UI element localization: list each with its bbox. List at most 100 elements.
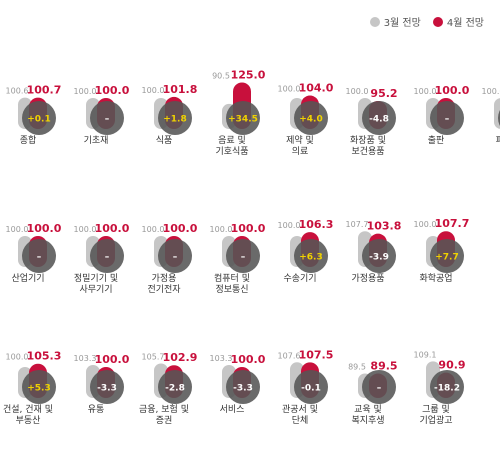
value-label-april: 100.0 xyxy=(231,222,266,235)
value-label-april: 125.0 xyxy=(231,69,266,82)
value-label-april: 100.0 xyxy=(95,353,130,366)
change-label: -2.8 xyxy=(165,384,185,394)
change-badge xyxy=(226,370,260,404)
change-label: +4.0 xyxy=(299,115,322,125)
category-label: 컴퓨터 및 정보통신 xyxy=(214,272,250,295)
change-label: +5.3 xyxy=(27,384,50,394)
value-label-march: 107.7 xyxy=(346,220,369,229)
change-badge xyxy=(430,239,464,273)
change-label: -3.3 xyxy=(97,384,117,394)
change-badge xyxy=(226,101,260,135)
value-label-march: 103.3 xyxy=(210,354,233,363)
change-label: – xyxy=(377,384,382,394)
legend-swatch-march xyxy=(369,16,380,27)
change-label: – xyxy=(445,115,450,125)
value-label-april: 107.5 xyxy=(299,348,334,361)
value-label-march: 100.0 xyxy=(142,225,165,234)
legend-label-march: 3월 전망 xyxy=(383,18,421,29)
value-label-april: 100.0 xyxy=(435,84,470,97)
category-label: 금융, 보험 및 증권 xyxy=(139,403,189,426)
change-label: – xyxy=(241,253,246,263)
change-label: -0.1 xyxy=(301,384,321,394)
change-label: – xyxy=(37,253,42,263)
value-label-march: 89.5 xyxy=(348,363,366,372)
category-label: 서비스 xyxy=(220,404,245,415)
legend: 3월 전망 4월 전망 xyxy=(369,14,484,29)
value-label-march: 90.5 xyxy=(212,72,230,81)
change-label: -3.3 xyxy=(233,384,253,394)
change-badge xyxy=(90,370,124,404)
value-label-march: 100.0 xyxy=(346,87,369,96)
value-label-march: 100.0 xyxy=(278,85,301,94)
category-label: 음료 및 기호식품 xyxy=(215,134,248,157)
change-label: +34.5 xyxy=(228,115,258,125)
change-badge xyxy=(158,239,192,273)
category-label: 정밀기기 및 사무기기 xyxy=(74,272,118,295)
category-label: 수송기기 xyxy=(283,273,316,284)
value-label-march: 100.0 xyxy=(74,87,97,96)
change-badge xyxy=(22,370,56,404)
value-label-march: 100.0 xyxy=(142,86,165,95)
category-label: 가정용품 xyxy=(351,273,384,284)
change-label: +1.8 xyxy=(163,115,186,125)
category-label: 종합 xyxy=(20,135,37,146)
change-badge xyxy=(158,101,192,135)
change-badge xyxy=(158,370,192,404)
legend-label-april: 4월 전망 xyxy=(446,18,484,29)
category-label: 유통 xyxy=(88,404,105,415)
value-label-april: 104.0 xyxy=(299,82,334,95)
category-label: 화장품 및 보건용품 xyxy=(350,134,386,157)
change-badge xyxy=(90,101,124,135)
category-label: 식품 xyxy=(156,135,173,146)
value-label-march: 109.1 xyxy=(414,350,437,359)
value-label-april: 100.7 xyxy=(27,84,62,97)
category-label: 그룹 및 기업광고 xyxy=(419,403,452,426)
value-label-march: 100.0 xyxy=(482,87,500,96)
value-label-march: 107.6 xyxy=(278,351,301,360)
value-label-april: 100.0 xyxy=(27,222,62,235)
legend-swatch-april xyxy=(432,16,443,27)
category-label: 관공서 및 단체 xyxy=(282,403,318,426)
value-label-april: 106.3 xyxy=(299,218,334,231)
category-label: 기초재 xyxy=(84,135,109,146)
value-label-april: 101.8 xyxy=(163,83,198,96)
change-badge xyxy=(362,239,396,273)
change-badge xyxy=(430,370,464,404)
change-badge xyxy=(226,239,260,273)
change-badge xyxy=(22,239,56,273)
value-label-march: 100.0 xyxy=(278,221,301,230)
change-label: -3.9 xyxy=(369,253,389,263)
value-label-march: 100.6 xyxy=(6,87,29,96)
change-badge xyxy=(362,101,396,135)
category-label: 제약 및 의료 xyxy=(286,134,314,157)
change-badge xyxy=(294,239,328,273)
legend-item-april: 4월 전망 xyxy=(432,14,484,29)
value-label-april: 100.0 xyxy=(95,222,130,235)
change-label: – xyxy=(105,115,110,125)
value-label-april: 105.3 xyxy=(27,350,62,363)
change-badge xyxy=(294,370,328,404)
change-label: -4.8 xyxy=(369,115,389,125)
value-label-april: 100.0 xyxy=(231,353,266,366)
value-label-march: 105.7 xyxy=(142,352,165,361)
change-label: +0.1 xyxy=(27,115,50,125)
change-badge xyxy=(22,101,56,135)
category-label: 화학공업 xyxy=(419,273,452,284)
change-label: -18.2 xyxy=(434,384,460,394)
legend-item-march: 3월 전망 xyxy=(369,14,421,29)
category-label: 산업기기 xyxy=(11,273,44,284)
category-label: 출판 xyxy=(428,135,445,146)
value-label-march: 100.0 xyxy=(74,225,97,234)
value-label-march: 100.0 xyxy=(210,225,233,234)
change-label: – xyxy=(105,253,110,263)
category-label: 가정용 전기전자 xyxy=(147,273,181,295)
value-label-april: 100.0 xyxy=(95,84,130,97)
category-label: 교육 및 복지후생 xyxy=(351,403,384,426)
value-label-april: 90.9 xyxy=(438,359,465,372)
value-label-april: 95.2 xyxy=(370,87,397,100)
value-label-april: 103.8 xyxy=(367,220,402,233)
category-label: 패션 xyxy=(496,135,500,146)
change-badge xyxy=(90,239,124,273)
value-label-march: 100.0 xyxy=(414,87,437,96)
value-label-march: 100.0 xyxy=(6,353,29,362)
